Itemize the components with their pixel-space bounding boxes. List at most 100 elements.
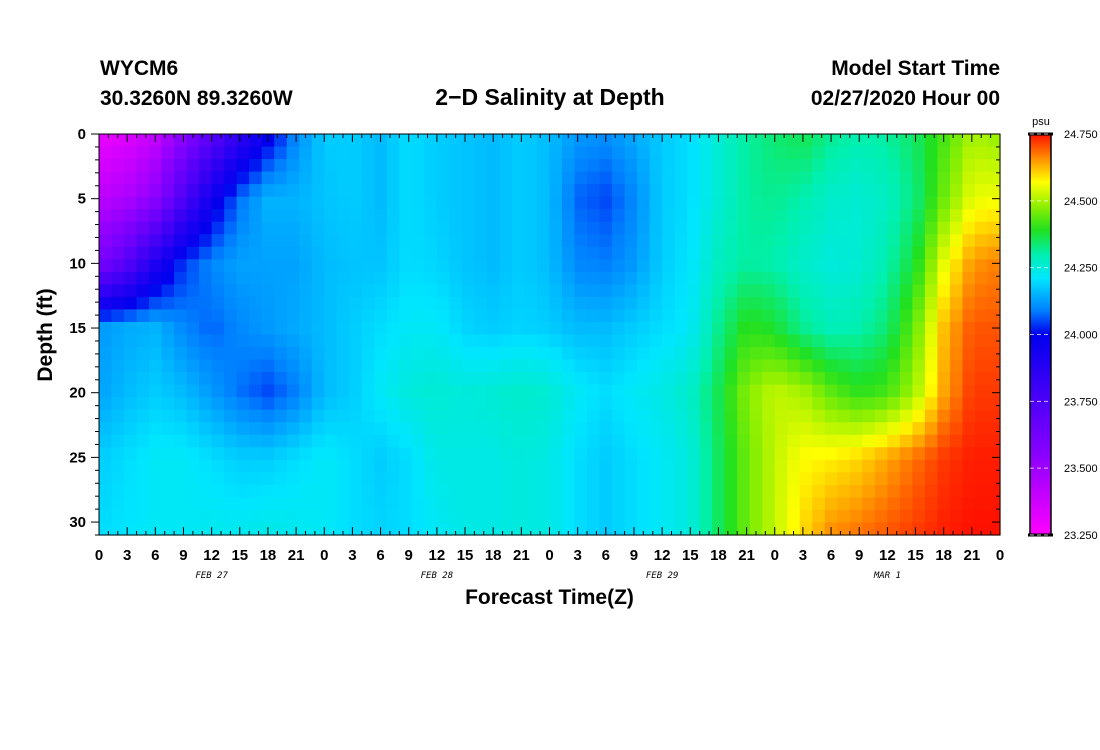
heatmap-cell: [486, 497, 501, 511]
heatmap-cell: [124, 497, 138, 511]
heatmap-cell: [662, 459, 676, 473]
heatmap-cell: [662, 309, 676, 323]
heatmap-cell: [161, 246, 175, 260]
heatmap-cell: [161, 359, 175, 373]
heatmap-cell: [536, 221, 551, 235]
heatmap-cell: [724, 447, 738, 461]
heatmap-cell: [224, 309, 238, 323]
heatmap-cell: [849, 359, 863, 373]
heatmap-cell: [549, 522, 563, 536]
heatmap-cell: [924, 171, 939, 185]
heatmap-cell: [774, 234, 788, 248]
heatmap-cell: [486, 334, 501, 348]
heatmap-cell: [236, 234, 250, 248]
heatmap-cell: [562, 522, 576, 536]
heatmap-cell: [599, 509, 613, 524]
heatmap-cell: [411, 296, 425, 311]
heatmap-cell: [274, 397, 288, 411]
heatmap-cell: [924, 447, 939, 461]
heatmap-cell: [937, 321, 951, 336]
heatmap-cell: [186, 209, 200, 223]
heatmap-cell: [812, 159, 826, 173]
heatmap-cell: [361, 484, 375, 499]
heatmap-cell: [674, 472, 688, 486]
heatmap-cell: [336, 422, 350, 436]
heatmap-cell: [962, 246, 976, 260]
heatmap-cell: [324, 397, 338, 411]
heatmap-cell: [536, 196, 551, 210]
heatmap-cell: [474, 397, 488, 411]
heatmap-cell: [411, 209, 425, 223]
heatmap-cell: [587, 409, 601, 423]
heatmap-cell: [874, 271, 888, 285]
heatmap-cell: [99, 522, 113, 536]
heatmap-cell: [637, 284, 651, 298]
heatmap-cell: [111, 372, 125, 386]
heatmap-cell: [211, 434, 225, 448]
heatmap-cell: [774, 334, 788, 348]
heatmap-cell: [249, 296, 263, 311]
heatmap-cell: [624, 522, 638, 536]
heatmap-cell: [799, 334, 813, 348]
heatmap-cell: [386, 522, 400, 536]
colorbar-tick-label: 24.000: [1064, 330, 1098, 342]
colorbar-unit: psu: [1032, 116, 1050, 128]
heatmap-cell: [136, 472, 150, 486]
heatmap-cell: [236, 384, 250, 398]
heatmap-cell: [624, 284, 638, 298]
heatmap-cell: [749, 271, 763, 285]
heatmap-cell: [949, 484, 964, 499]
heatmap-cell: [311, 384, 325, 398]
heatmap-cell: [111, 284, 125, 298]
heatmap-cell: [399, 184, 413, 198]
heatmap-cell: [361, 296, 375, 311]
heatmap-cell: [562, 184, 576, 198]
heatmap-cell: [799, 309, 813, 323]
heatmap-cell: [774, 134, 788, 148]
heatmap-cell: [949, 384, 964, 398]
heatmap-cell: [649, 409, 663, 423]
heatmap-cell: [599, 447, 613, 461]
heatmap-cell: [599, 184, 613, 198]
heatmap-cell: [662, 134, 676, 148]
heatmap-cell: [449, 447, 463, 461]
heatmap-cell: [799, 372, 813, 386]
heatmap-cell: [749, 484, 763, 499]
heatmap-cell: [924, 372, 939, 386]
heatmap-cell: [449, 497, 463, 511]
heatmap-cell: [399, 472, 413, 486]
heatmap-cell: [599, 296, 613, 311]
heatmap-cell: [236, 484, 250, 499]
heatmap-cell: [587, 159, 601, 173]
heatmap-cell: [587, 259, 601, 273]
heatmap-cell: [899, 447, 913, 461]
heatmap-cell: [524, 372, 538, 386]
heatmap-cell: [749, 146, 763, 160]
heatmap-cell: [211, 459, 225, 473]
heatmap-cell: [574, 484, 588, 499]
heatmap-cell: [161, 434, 175, 448]
heatmap-cell: [649, 509, 663, 524]
heatmap-cell: [499, 447, 513, 461]
heatmap-cell: [199, 359, 213, 373]
heatmap-cell: [424, 284, 438, 298]
heatmap-cell: [974, 334, 989, 348]
heatmap-cell: [899, 359, 913, 373]
heatmap-cell: [849, 484, 863, 499]
heatmap-cell: [174, 246, 188, 260]
heatmap-cell: [712, 372, 726, 386]
heatmap-cell: [411, 271, 425, 285]
heatmap-cell: [737, 447, 751, 461]
heatmap-cell: [962, 522, 976, 536]
heatmap-cell: [799, 271, 813, 285]
heatmap-cell: [987, 497, 1001, 511]
heatmap-cell: [311, 146, 325, 160]
heatmap-cell: [574, 184, 588, 198]
heatmap-cell: [662, 209, 676, 223]
heatmap-cell: [136, 459, 150, 473]
heatmap-cell: [399, 334, 413, 348]
heatmap-cell: [249, 509, 263, 524]
heatmap-cell: [411, 184, 425, 198]
x-tick-label: 18: [710, 547, 727, 564]
heatmap-cell: [987, 509, 1001, 524]
